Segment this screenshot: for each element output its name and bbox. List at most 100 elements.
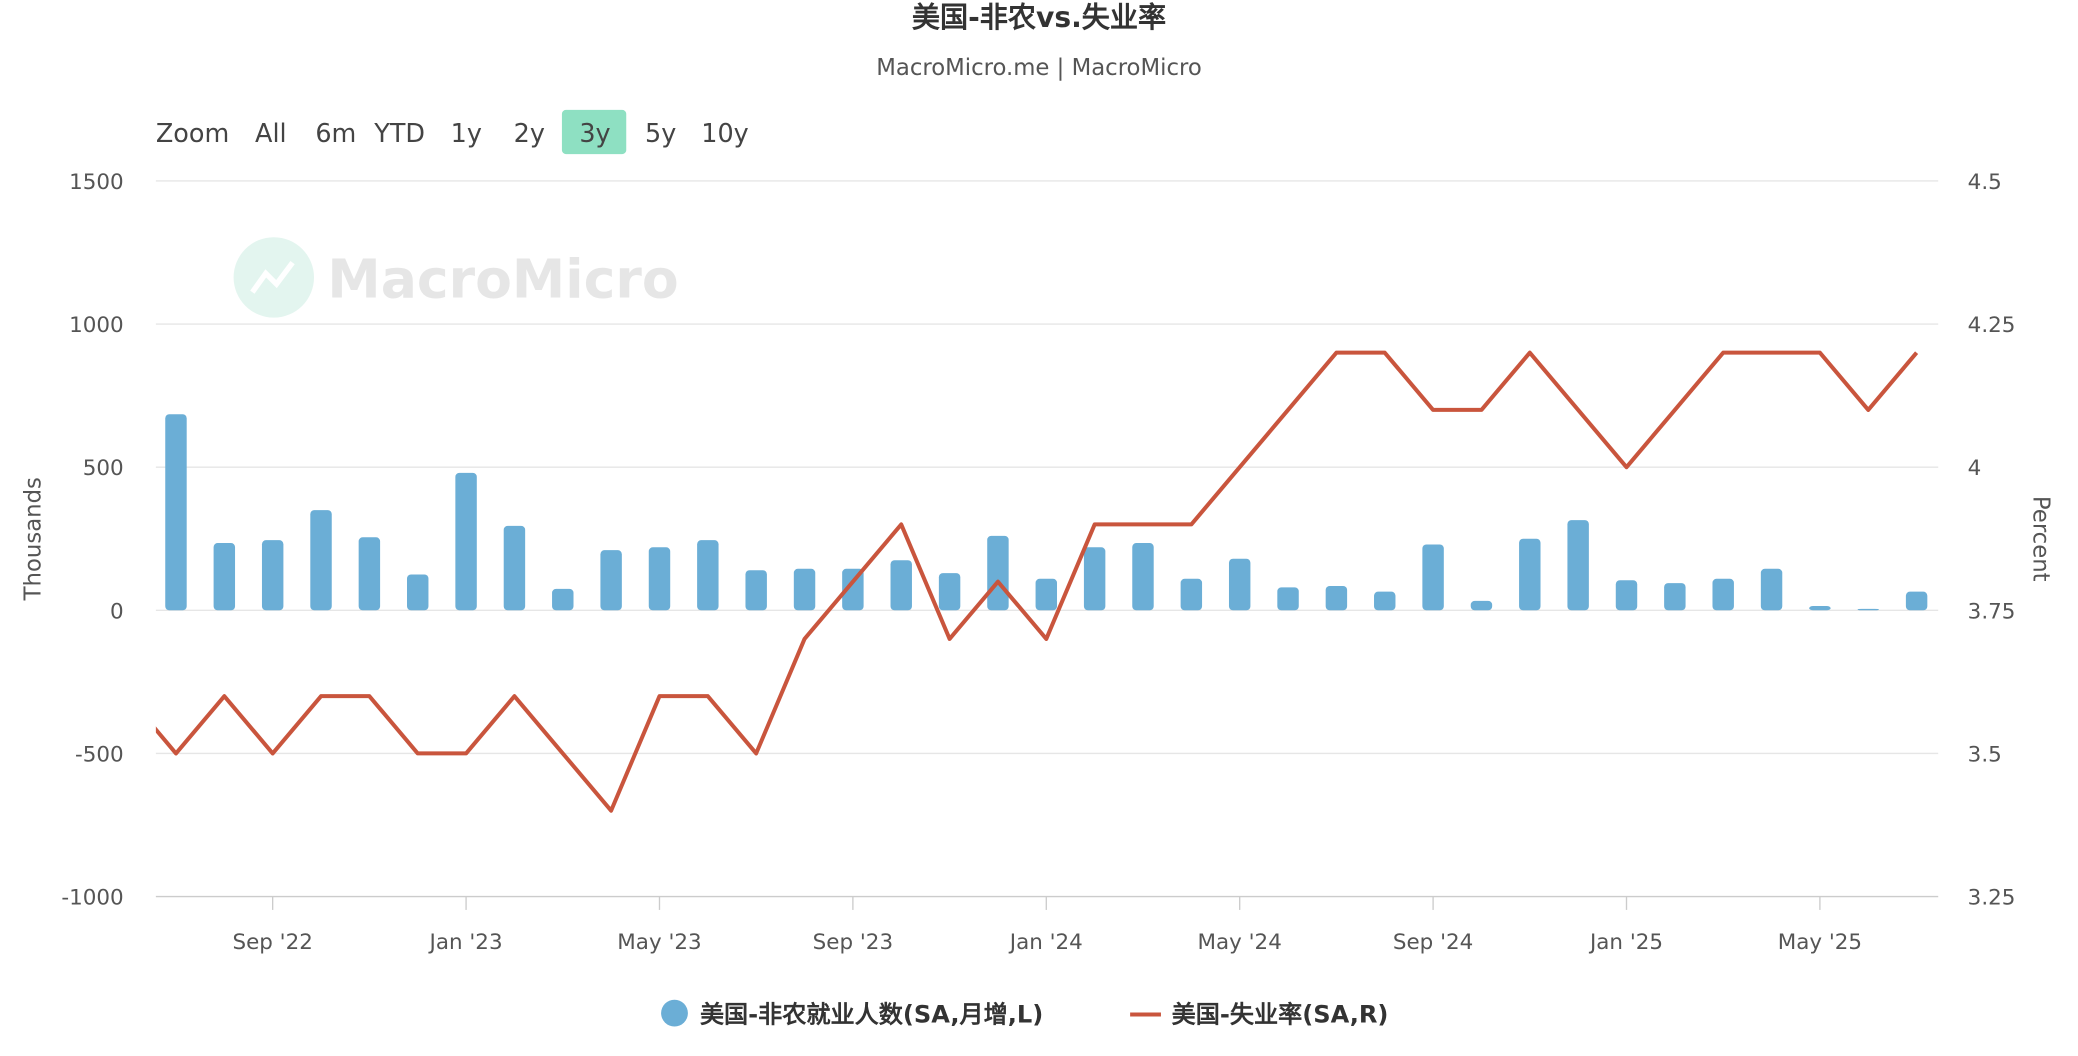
- line-point-May24[interactable]: [1237, 464, 1242, 469]
- bar-May25[interactable]: [1809, 605, 1831, 611]
- bar-Nov22[interactable]: [358, 537, 381, 611]
- line-point-Nov22[interactable]: [367, 693, 372, 698]
- zoom-button-3y[interactable]: 3y: [561, 109, 627, 155]
- bar-Apr25[interactable]: [1760, 568, 1783, 611]
- bar-Jul23[interactable]: [745, 570, 767, 611]
- line-point-Jan25[interactable]: [1624, 464, 1629, 469]
- line-point-Feb25[interactable]: [1672, 407, 1677, 412]
- bar-Sep22[interactable]: [261, 540, 284, 611]
- bar-Nov23[interactable]: [938, 573, 961, 611]
- chart-title: 美国-非农vs.失业率: [912, 1, 1166, 34]
- bar-Oct23[interactable]: [890, 560, 912, 611]
- bar-Dec24[interactable]: [1567, 520, 1589, 611]
- line-point-Oct24[interactable]: [1479, 407, 1484, 412]
- zoom-button-10y[interactable]: 10y: [701, 119, 748, 149]
- bar-Jan24[interactable]: [1035, 578, 1058, 611]
- bar-Jun24[interactable]: [1277, 587, 1299, 611]
- left-tick-label: -500: [75, 742, 124, 767]
- bar-Mar23[interactable]: [552, 588, 574, 611]
- unemployment-line[interactable]: [128, 350, 1919, 813]
- line-point-Mar24[interactable]: [1140, 522, 1145, 527]
- line-point-Nov24[interactable]: [1527, 350, 1532, 355]
- bar-Jan23[interactable]: [455, 472, 477, 611]
- bar-Oct24[interactable]: [1470, 600, 1493, 611]
- x-tick-label: May '23: [617, 930, 701, 955]
- line-point-Aug24[interactable]: [1382, 350, 1387, 355]
- bar-Aug23[interactable]: [793, 568, 816, 611]
- bar-Jul22[interactable]: [165, 414, 187, 611]
- line-point-Jul25[interactable]: [1914, 350, 1919, 355]
- line-point-Sep22[interactable]: [270, 751, 275, 756]
- legend-item-unemployment[interactable]: 美国-失业率(SA,R): [1130, 1000, 1388, 1028]
- legend: 美国-非农就业人数(SA,月增,L) 美国-失业率(SA,R): [661, 999, 1388, 1029]
- bar-Sep23[interactable]: [842, 568, 864, 611]
- zoom-button-ytd[interactable]: YTD: [373, 119, 425, 149]
- line-point-Feb24[interactable]: [1092, 522, 1097, 527]
- bar-Apr23[interactable]: [600, 550, 622, 611]
- zoom-bar: Zoom All 6m YTD 1y 2y 3y 5y 10y: [156, 109, 749, 155]
- line-point-Apr25[interactable]: [1769, 350, 1774, 355]
- line-point-Oct23[interactable]: [899, 522, 904, 527]
- watermark-logo-icon: [233, 237, 315, 318]
- right-axis-title: Percent: [2027, 496, 2053, 582]
- line-point-Aug23[interactable]: [802, 636, 807, 641]
- line-point-Nov23[interactable]: [947, 636, 952, 641]
- bar-Jul25[interactable]: [1905, 591, 1928, 611]
- zoom-button-label: YTD: [373, 119, 425, 149]
- line-point-May25[interactable]: [1817, 350, 1822, 355]
- line-point-Apr24[interactable]: [1189, 522, 1194, 527]
- line-point-Jun23[interactable]: [705, 693, 710, 698]
- line-point-Sep24[interactable]: [1430, 407, 1435, 412]
- bar-Sep24[interactable]: [1422, 544, 1444, 611]
- bar-Feb24[interactable]: [1083, 547, 1106, 611]
- zoom-button-all[interactable]: All: [255, 119, 287, 149]
- line-point-Jul22[interactable]: [173, 751, 178, 756]
- zoom-button-1y[interactable]: 1y: [451, 119, 482, 149]
- bar-May23[interactable]: [648, 547, 671, 611]
- bar-Oct22[interactable]: [310, 510, 332, 611]
- line-point-Dec22[interactable]: [415, 751, 420, 756]
- bar-Dec23[interactable]: [987, 535, 1009, 611]
- line-point-Apr23[interactable]: [608, 808, 613, 813]
- line-point-Sep23[interactable]: [850, 579, 855, 584]
- line-point-Jun25[interactable]: [1866, 407, 1871, 412]
- bar-Mar25[interactable]: [1712, 578, 1734, 611]
- zoom-button-label: 1y: [451, 119, 482, 149]
- zoom-button-2y[interactable]: 2y: [514, 119, 545, 149]
- zoom-button-6m[interactable]: 6m: [315, 119, 356, 149]
- bar-Nov24[interactable]: [1519, 538, 1541, 611]
- line-point-Mar23[interactable]: [560, 751, 565, 756]
- line-point-Mar25[interactable]: [1721, 350, 1726, 355]
- line-point-Jun22[interactable]: [125, 693, 130, 698]
- left-tick-label: 1000: [69, 313, 124, 338]
- line-point-Feb23[interactable]: [512, 693, 517, 698]
- bar-Jul24[interactable]: [1325, 585, 1348, 611]
- x-tick-label: May '24: [1198, 930, 1282, 955]
- bar-Dec22[interactable]: [407, 574, 429, 611]
- bar-Feb23[interactable]: [503, 525, 526, 611]
- bar-May24[interactable]: [1228, 558, 1251, 611]
- right-tick-label: 4: [1968, 456, 1982, 481]
- zoom-button-5y[interactable]: 5y: [645, 119, 676, 149]
- line-point-Oct22[interactable]: [318, 693, 323, 698]
- bar-Apr24[interactable]: [1180, 578, 1203, 611]
- bar-Aug22[interactable]: [213, 543, 236, 611]
- line-point-Jul24[interactable]: [1334, 350, 1339, 355]
- line-point-Dec24[interactable]: [1575, 407, 1580, 412]
- line-point-Dec23[interactable]: [995, 579, 1000, 584]
- line-point-Jun24[interactable]: [1285, 407, 1290, 412]
- legend-item-nonfarm[interactable]: 美国-非农就业人数(SA,月增,L): [661, 999, 1043, 1029]
- line-point-Jul23[interactable]: [754, 751, 759, 756]
- bar-Jun25[interactable]: [1857, 608, 1879, 611]
- line-point-Jan24[interactable]: [1044, 636, 1049, 641]
- right-tick-label: 3.5: [1968, 742, 2002, 767]
- line-point-Jan23[interactable]: [463, 751, 468, 756]
- bar-Mar24[interactable]: [1132, 543, 1154, 611]
- chart-subtitle: MacroMicro.me | MacroMicro: [876, 55, 1202, 81]
- bar-Jun23[interactable]: [697, 540, 719, 611]
- bar-Feb25[interactable]: [1664, 583, 1686, 611]
- bar-Aug24[interactable]: [1374, 591, 1396, 611]
- line-point-May23[interactable]: [657, 693, 662, 698]
- bar-Jan25[interactable]: [1615, 580, 1638, 611]
- line-point-Aug22[interactable]: [222, 693, 227, 698]
